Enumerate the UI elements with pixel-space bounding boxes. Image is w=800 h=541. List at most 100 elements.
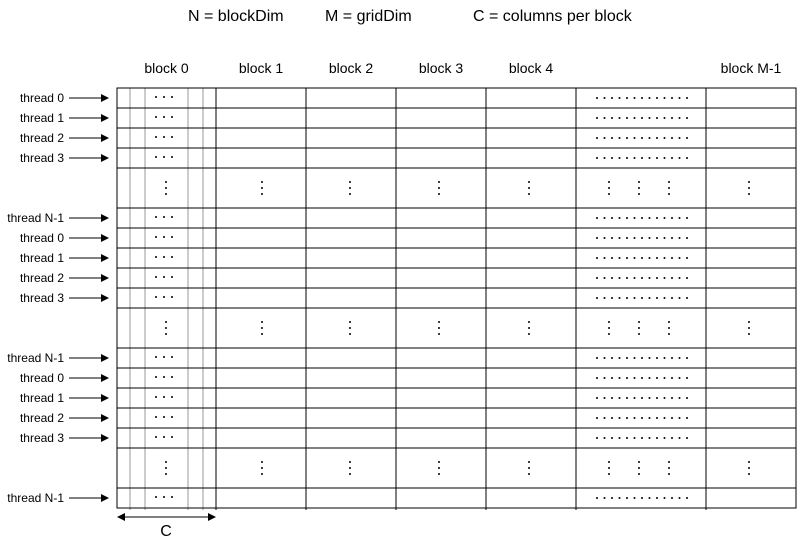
thread-label: thread 3 xyxy=(20,431,64,445)
ellipsis-dot xyxy=(611,117,613,119)
ellipsis-dot xyxy=(648,117,651,119)
ellipsis-dot xyxy=(668,193,670,195)
ellipsis-dot xyxy=(155,216,157,218)
ellipsis-dot xyxy=(163,116,165,118)
ellipsis-dot xyxy=(608,193,610,195)
ellipsis-dot xyxy=(686,437,688,439)
ellipsis-dot xyxy=(626,497,628,499)
ellipsis-dot xyxy=(596,237,598,239)
ellipsis-dot xyxy=(663,357,666,359)
ellipsis-dot xyxy=(686,357,688,359)
ellipsis-dot xyxy=(596,297,598,299)
ellipsis-dot xyxy=(626,257,628,259)
ellipsis-dot xyxy=(528,473,530,475)
ellipsis-dot xyxy=(611,257,613,259)
ellipsis-dot xyxy=(155,136,157,138)
ellipsis-dot xyxy=(528,181,530,183)
thread-label: thread 2 xyxy=(20,411,64,425)
ellipsis-dot xyxy=(686,117,688,119)
ellipsis-dot xyxy=(611,357,613,359)
ellipsis-dot xyxy=(165,327,167,329)
ellipsis-dot xyxy=(603,157,606,159)
ellipsis-dot xyxy=(748,187,750,189)
ellipsis-dot xyxy=(603,397,606,399)
ellipsis-dot xyxy=(663,297,666,299)
ellipsis-dot xyxy=(528,321,530,323)
ellipsis-dot xyxy=(641,397,643,399)
block-header: block 0 xyxy=(144,60,189,76)
ellipsis-dot xyxy=(163,436,165,438)
ellipsis-dot xyxy=(618,137,621,139)
ellipsis-dot xyxy=(626,217,628,219)
ellipsis-dot xyxy=(748,467,750,469)
ellipsis-dot xyxy=(603,417,606,419)
ellipsis-dot xyxy=(663,97,666,99)
ellipsis-dot xyxy=(596,417,598,419)
ellipsis-dot xyxy=(748,181,750,183)
ellipsis-dot xyxy=(155,156,157,158)
ellipsis-dot xyxy=(611,217,613,219)
ellipsis-dot xyxy=(633,277,636,279)
ellipsis-dot xyxy=(438,327,440,329)
thread-labels: thread 0 thread 1 thread 2 thread 3 thread N… xyxy=(7,91,109,505)
ellipsis-dot xyxy=(618,117,621,119)
ellipsis-dot xyxy=(155,236,157,238)
ellipsis-dot xyxy=(626,157,628,159)
block-header: block M-1 xyxy=(721,60,782,76)
ellipsis-dot xyxy=(686,157,688,159)
thread-label: thread 1 xyxy=(20,111,64,125)
ellipsis-dot xyxy=(165,473,167,475)
ellipsis-dot xyxy=(641,257,643,259)
ellipsis-dot xyxy=(656,297,658,299)
ellipsis-dot xyxy=(648,417,651,419)
ellipsis-dot xyxy=(641,157,643,159)
ellipsis-dot xyxy=(165,187,167,189)
ellipsis-dot xyxy=(671,117,673,119)
ellipsis-dot xyxy=(663,157,666,159)
ellipsis-dot xyxy=(678,137,681,139)
ellipsis-dot xyxy=(611,137,613,139)
ellipsis-dot xyxy=(603,97,606,99)
ellipsis-dot xyxy=(438,187,440,189)
ellipsis-dot xyxy=(663,237,666,239)
ellipsis-dot xyxy=(671,137,673,139)
ellipsis-dot xyxy=(603,437,606,439)
ellipsis-dot xyxy=(163,396,165,398)
ellipsis-dot xyxy=(686,297,688,299)
ellipsis-dot xyxy=(611,237,613,239)
ellipsis-dot xyxy=(611,397,613,399)
ellipsis-dot xyxy=(618,277,621,279)
ellipsis-dot xyxy=(603,217,606,219)
ellipsis-dot xyxy=(349,467,351,469)
ellipsis-dot xyxy=(686,397,688,399)
ellipsis-dot xyxy=(641,297,643,299)
ellipsis-dot xyxy=(165,193,167,195)
ellipsis-dot xyxy=(261,467,263,469)
ellipsis-dot xyxy=(648,437,651,439)
ellipsis-dot xyxy=(671,397,673,399)
ellipsis-dot xyxy=(608,321,610,323)
ellipsis-dot xyxy=(611,437,613,439)
ellipsis-dot xyxy=(608,467,610,469)
ellipsis-dot xyxy=(171,436,173,438)
ellipsis-dot xyxy=(671,497,673,499)
ellipsis-dot xyxy=(656,137,658,139)
ellipsis-dot xyxy=(438,181,440,183)
ellipsis-dot xyxy=(686,97,688,99)
ellipsis-dot xyxy=(648,97,651,99)
ellipsis-dot xyxy=(608,327,610,329)
ellipsis-dot xyxy=(641,97,643,99)
ellipsis-dot xyxy=(165,461,167,463)
ellipsis-dot xyxy=(678,437,681,439)
ellipsis-dot xyxy=(261,461,263,463)
thread-label: thread N-1 xyxy=(7,491,64,505)
ellipsis-dot xyxy=(618,357,621,359)
ellipsis-dot xyxy=(596,257,598,259)
ellipsis-dot xyxy=(171,416,173,418)
ellipsis-dot xyxy=(603,297,606,299)
ellipsis-dot xyxy=(648,357,651,359)
ellipsis-dot xyxy=(656,497,658,499)
legend-grid-dim: M = gridDim xyxy=(325,8,412,25)
ellipsis-dot xyxy=(648,297,651,299)
ellipsis-dot xyxy=(686,217,688,219)
